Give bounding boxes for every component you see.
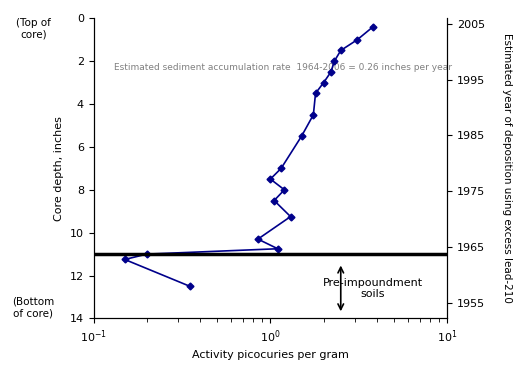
Text: Estimated sediment accumulation rate  1964-2006 = 0.26 inches per year: Estimated sediment accumulation rate 196…	[114, 63, 452, 72]
X-axis label: Activity picocuries per gram: Activity picocuries per gram	[192, 350, 349, 360]
Text: (Bottom
of core): (Bottom of core)	[12, 297, 55, 318]
Text: (Top of
core): (Top of core)	[16, 18, 51, 40]
Y-axis label: Estimated year of deposition using excess lead-210: Estimated year of deposition using exces…	[502, 33, 512, 303]
Text: Pre-impoundment
soils: Pre-impoundment soils	[323, 277, 423, 299]
Y-axis label: Core depth, inches: Core depth, inches	[54, 116, 64, 221]
